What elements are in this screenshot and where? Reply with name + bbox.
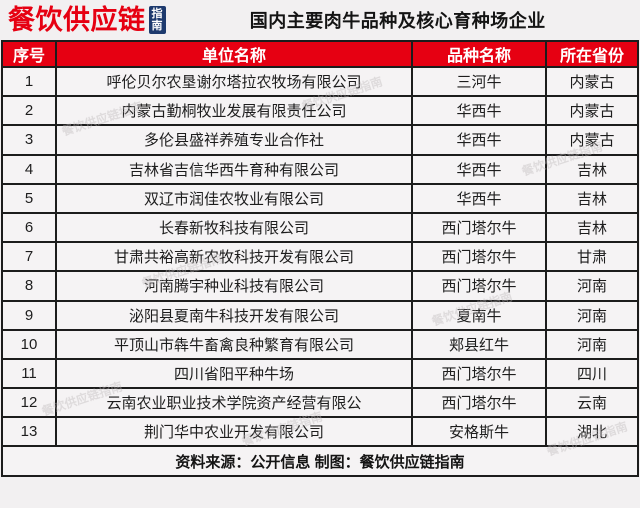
table-row: 8 河南腾宇种业科技有限公司 西门塔尔牛 河南 [1,270,639,302]
table-header: 序号 单位名称 品种名称 所在省份 [1,40,639,68]
cell-no: 7 [1,241,57,273]
page-title: 国内主要肉牛品种及核心育种场企业 [249,11,546,31]
cell-breed: 安格斯牛 [411,416,547,448]
cell-no: 4 [1,153,57,185]
table-row: 1 呼伦贝尔农垦谢尔塔拉农牧场有限公司 三河牛 内蒙古 [1,65,639,98]
cell-province: 吉林 [545,153,639,185]
cell-name: 河南腾宇种业科技有限公司 [55,270,413,302]
cell-province: 内蒙古 [545,65,639,98]
table-row: 6 长春新牧科技有限公司 西门塔尔牛 吉林 [1,211,639,244]
cattle-breeds-table: 序号 单位名称 品种名称 所在省份 1 呼伦贝尔农垦谢尔塔拉农牧场有限公司 三河… [1,40,639,478]
source-text: 资料来源：公开信息 制图：餐饮供应链指南 [1,445,639,478]
cell-no: 6 [1,211,57,244]
cell-breed: 西门塔尔牛 [411,211,547,244]
column-header-province: 所在省份 [545,40,639,68]
cell-no: 1 [1,65,57,98]
cell-province: 内蒙古 [545,95,639,127]
guide-badge-line1: 指 [151,8,163,20]
table-row: 12 云南农业职业技术学院资产经营有限公 西门塔尔牛 云南 [1,387,639,419]
cell-breed: 华西牛 [411,182,547,214]
cell-breed: 三河牛 [411,65,547,98]
cell-breed: 华西牛 [411,124,547,156]
cell-province: 河南 [545,328,639,360]
top-header: 餐饮供应链 指 南 国内主要肉牛品种及核心育种场企业 [0,0,640,40]
source-row: 资料来源：公开信息 制图：餐饮供应链指南 [1,445,639,478]
cell-name: 四川省阳平种牛场 [55,357,413,390]
cell-name: 内蒙古勤桐牧业发展有限责任公司 [55,95,413,127]
cell-province: 甘肃 [545,241,639,273]
cell-name: 吉林省吉信华西牛育种有限公司 [55,153,413,185]
cell-name: 泌阳县夏南牛科技开发有限公司 [55,299,413,331]
header-row: 序号 单位名称 品种名称 所在省份 [1,40,639,68]
brand-logo: 餐饮供应链 指 南 [0,6,166,34]
cell-breed: 华西牛 [411,95,547,127]
cell-name: 多伦县盛祥养殖专业合作社 [55,124,413,156]
table-row: 2 内蒙古勤桐牧业发展有限责任公司 华西牛 内蒙古 [1,95,639,127]
cell-no: 12 [1,387,57,419]
cell-breed: 华西牛 [411,153,547,185]
cell-province: 吉林 [545,211,639,244]
cell-no: 2 [1,95,57,127]
table-row: 10 平顶山市犇牛畜禽良种繁育有限公司 郏县红牛 河南 [1,328,639,360]
table-row: 13 荆门华中农业开发有限公司 安格斯牛 湖北 [1,416,639,448]
cell-no: 11 [1,357,57,390]
cell-province: 吉林 [545,182,639,214]
cell-province: 河南 [545,270,639,302]
cell-breed: 西门塔尔牛 [411,241,547,273]
table-row: 3 多伦县盛祥养殖专业合作社 华西牛 内蒙古 [1,124,639,156]
table-row: 9 泌阳县夏南牛科技开发有限公司 夏南牛 河南 [1,299,639,331]
guide-badge-line2: 南 [151,20,163,32]
cell-breed: 夏南牛 [411,299,547,331]
cell-province: 四川 [545,357,639,390]
table-row: 11 四川省阳平种牛场 西门塔尔牛 四川 [1,357,639,390]
cell-breed: 西门塔尔牛 [411,270,547,302]
cell-breed: 西门塔尔牛 [411,387,547,419]
column-header-breed: 品种名称 [411,40,547,68]
table-row: 4 吉林省吉信华西牛育种有限公司 华西牛 吉林 [1,153,639,185]
cell-no: 10 [1,328,57,360]
cell-province: 内蒙古 [545,124,639,156]
cell-name: 双辽市润佳农牧业有限公司 [55,182,413,214]
column-header-name: 单位名称 [55,40,413,68]
cell-breed: 西门塔尔牛 [411,357,547,390]
table-row: 5 双辽市润佳农牧业有限公司 华西牛 吉林 [1,182,639,214]
cell-name: 荆门华中农业开发有限公司 [55,416,413,448]
guide-badge: 指 南 [148,6,166,34]
cell-name: 长春新牧科技有限公司 [55,211,413,244]
cell-no: 5 [1,182,57,214]
cell-name: 甘肃共裕高新农牧科技开发有限公司 [55,241,413,273]
cell-name: 云南农业职业技术学院资产经营有限公 [55,387,413,419]
cell-no: 13 [1,416,57,448]
cell-name: 呼伦贝尔农垦谢尔塔拉农牧场有限公司 [55,65,413,98]
table-body: 1 呼伦贝尔农垦谢尔塔拉农牧场有限公司 三河牛 内蒙古 2 内蒙古勤桐牧业发展有… [1,65,639,478]
cell-province: 云南 [545,387,639,419]
cell-province: 河南 [545,299,639,331]
cell-breed: 郏县红牛 [411,328,547,360]
cell-no: 8 [1,270,57,302]
brand-logo-text: 餐饮供应链 [8,4,146,35]
cell-no: 9 [1,299,57,331]
table-row: 7 甘肃共裕高新农牧科技开发有限公司 西门塔尔牛 甘肃 [1,241,639,273]
cell-name: 平顶山市犇牛畜禽良种繁育有限公司 [55,328,413,360]
cell-province: 湖北 [545,416,639,448]
cell-no: 3 [1,124,57,156]
column-header-no: 序号 [1,40,57,68]
